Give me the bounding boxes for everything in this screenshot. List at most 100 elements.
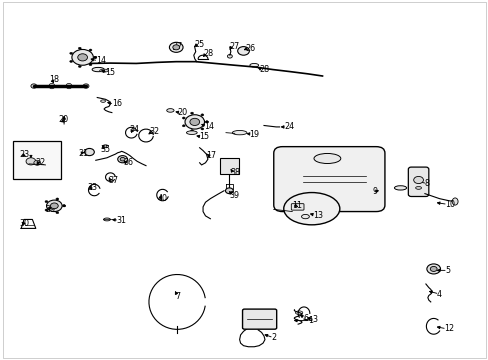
Ellipse shape: [313, 153, 340, 163]
FancyBboxPatch shape: [407, 167, 428, 197]
Circle shape: [429, 266, 436, 271]
Text: 22: 22: [36, 158, 46, 167]
Circle shape: [201, 114, 203, 116]
Text: 19: 19: [249, 130, 259, 139]
Text: 15: 15: [105, 68, 116, 77]
Text: 21: 21: [79, 149, 89, 158]
Text: 40: 40: [158, 194, 167, 203]
Circle shape: [201, 128, 203, 130]
Text: 25: 25: [194, 40, 204, 49]
Circle shape: [50, 203, 58, 209]
Circle shape: [182, 125, 185, 127]
Circle shape: [189, 118, 199, 126]
Text: 10: 10: [445, 200, 454, 209]
Text: 9: 9: [371, 187, 377, 196]
Text: 11: 11: [292, 201, 302, 210]
FancyBboxPatch shape: [291, 204, 304, 210]
Ellipse shape: [232, 131, 246, 135]
Text: 14: 14: [204, 122, 214, 131]
Text: 27: 27: [228, 42, 239, 51]
Circle shape: [225, 188, 233, 194]
Ellipse shape: [103, 218, 110, 221]
Circle shape: [78, 54, 87, 61]
Text: 18: 18: [49, 75, 60, 84]
Circle shape: [78, 66, 81, 68]
FancyBboxPatch shape: [242, 309, 276, 329]
Text: 16: 16: [112, 99, 122, 108]
Circle shape: [46, 200, 62, 212]
Text: 8: 8: [424, 179, 429, 188]
Circle shape: [172, 45, 179, 50]
Circle shape: [89, 49, 92, 51]
Text: 39: 39: [229, 190, 240, 199]
Text: 33: 33: [87, 183, 97, 192]
Text: 13: 13: [312, 211, 322, 220]
Circle shape: [31, 84, 37, 88]
Text: 28: 28: [259, 65, 269, 74]
Ellipse shape: [92, 67, 104, 72]
Ellipse shape: [283, 193, 339, 225]
Circle shape: [45, 209, 48, 211]
Text: 35: 35: [101, 145, 111, 154]
Circle shape: [237, 46, 249, 55]
Text: 1: 1: [307, 316, 312, 325]
Text: 2: 2: [271, 333, 276, 342]
Circle shape: [34, 160, 41, 165]
Text: 7: 7: [175, 292, 180, 301]
Text: 36: 36: [123, 158, 133, 167]
Text: 17: 17: [206, 151, 216, 160]
Text: 3: 3: [312, 315, 317, 324]
Text: 37: 37: [108, 176, 118, 185]
Ellipse shape: [295, 311, 302, 315]
Text: 28: 28: [203, 49, 213, 58]
Text: 20: 20: [58, 115, 68, 124]
Circle shape: [70, 52, 73, 54]
Circle shape: [56, 198, 59, 200]
Text: 29: 29: [45, 205, 56, 214]
Circle shape: [26, 158, 36, 165]
Ellipse shape: [66, 84, 72, 89]
Circle shape: [45, 201, 48, 203]
Ellipse shape: [49, 84, 55, 89]
Ellipse shape: [100, 69, 108, 72]
Circle shape: [72, 49, 93, 65]
Ellipse shape: [102, 145, 108, 148]
Ellipse shape: [394, 186, 406, 190]
Circle shape: [426, 264, 440, 274]
Text: 24: 24: [284, 122, 294, 131]
Ellipse shape: [186, 131, 197, 134]
Text: 6: 6: [303, 314, 307, 323]
Text: 31: 31: [117, 216, 126, 225]
Text: 32: 32: [149, 127, 159, 136]
Circle shape: [205, 121, 208, 123]
Circle shape: [89, 64, 92, 66]
Text: 26: 26: [245, 44, 255, 53]
Text: 4: 4: [436, 289, 441, 298]
Circle shape: [182, 117, 185, 119]
Text: 34: 34: [130, 125, 140, 134]
Circle shape: [118, 156, 127, 163]
Text: 20: 20: [177, 108, 187, 117]
Text: 27: 27: [172, 42, 182, 51]
Circle shape: [190, 130, 193, 132]
Bar: [13, 140, 61, 179]
Circle shape: [83, 84, 89, 88]
Circle shape: [70, 60, 73, 63]
Circle shape: [62, 205, 65, 207]
Ellipse shape: [249, 63, 258, 67]
Ellipse shape: [301, 215, 309, 219]
Text: 12: 12: [444, 324, 454, 333]
Text: 5: 5: [445, 266, 449, 275]
Circle shape: [56, 212, 59, 214]
Ellipse shape: [166, 109, 174, 112]
Circle shape: [62, 205, 65, 207]
Circle shape: [169, 42, 183, 52]
Circle shape: [78, 47, 81, 49]
Text: 15: 15: [199, 132, 209, 141]
Ellipse shape: [415, 186, 421, 189]
Text: 38: 38: [230, 168, 241, 177]
Circle shape: [120, 157, 125, 161]
Circle shape: [190, 112, 193, 114]
Text: 23: 23: [19, 150, 29, 159]
Circle shape: [84, 148, 94, 156]
